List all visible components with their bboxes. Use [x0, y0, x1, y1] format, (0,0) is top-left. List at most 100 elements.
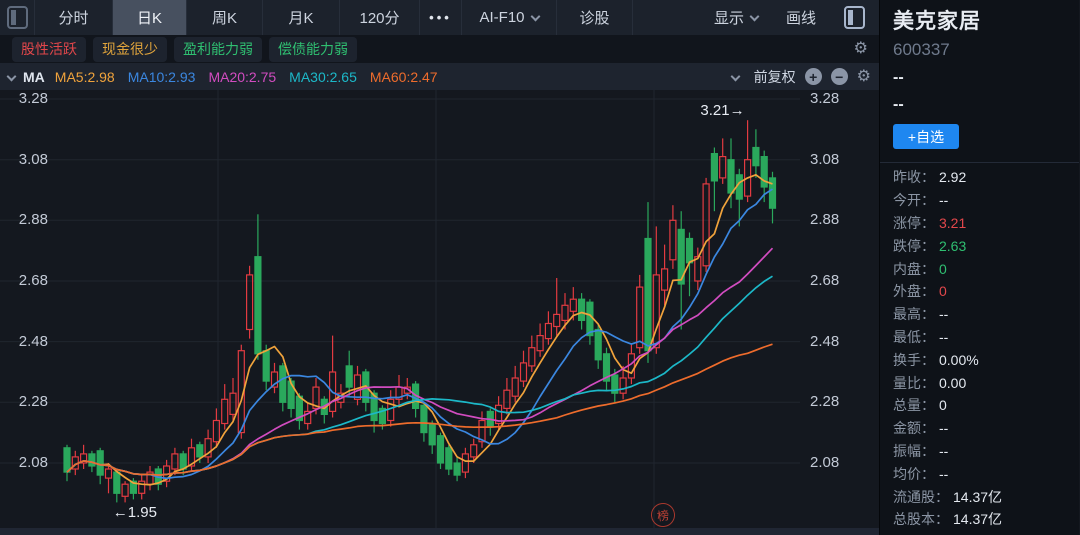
candle	[461, 453, 469, 473]
candle	[312, 386, 320, 410]
stat-label: 今开：	[893, 192, 935, 209]
tab-AI-F10[interactable]: AI-F10	[462, 0, 557, 35]
stat-row: 金额： --	[893, 417, 1073, 440]
toolbar-label: 画线	[785, 10, 816, 27]
stat-value: 14.37亿	[953, 488, 1003, 505]
candle	[702, 183, 710, 267]
stat-label: 金额：	[893, 420, 935, 437]
candle	[594, 328, 602, 361]
stat-row: 最高： --	[893, 303, 1073, 326]
kline-chart[interactable]: 3.28 3.28 3.08 3.08 2.88 2.88 2.68 2.68 2.48 2.48…	[0, 90, 880, 529]
stock-tag[interactable]: 现金很少	[93, 36, 167, 62]
tab-周K[interactable]: 周K	[187, 0, 263, 35]
ma-line-ma5	[66, 173, 773, 486]
stock-tag[interactable]: 股性活跃	[12, 36, 86, 62]
stat-row: 均价： --	[893, 462, 1073, 485]
tab-日K[interactable]: 日K	[113, 0, 187, 35]
y-axis-label: 2.88	[810, 211, 840, 229]
stat-row: 振幅： --	[893, 440, 1073, 463]
panel-left-icon	[844, 6, 865, 29]
ma-line-ma30	[66, 275, 773, 476]
toolbar-画线[interactable]: 画线	[772, 0, 830, 35]
stat-row: 总量： 0	[893, 394, 1073, 417]
stat-value: 0.00	[939, 374, 967, 391]
y-axis-label: 2.68	[18, 272, 48, 289]
stat-value: 3.21	[939, 214, 967, 231]
stat-value: 2.63	[939, 237, 967, 254]
stock-code: 600337	[893, 40, 950, 59]
stat-value: --	[939, 465, 949, 482]
chevron-down-icon[interactable]	[6, 71, 17, 82]
candle	[760, 155, 768, 188]
candle	[710, 152, 719, 182]
candle	[636, 286, 644, 349]
candle	[171, 453, 179, 470]
tags-settings-gear-icon[interactable]: ⚙	[853, 40, 868, 57]
tabbar-spacer	[633, 0, 700, 35]
tab-月K[interactable]: 月K	[263, 0, 340, 35]
stat-row: 跌停： 2.63	[893, 234, 1073, 257]
candle	[179, 453, 187, 470]
stat-value: 0	[939, 260, 947, 277]
chart-bottom-strip	[0, 528, 879, 535]
add-watchlist-button[interactable]: +自选	[893, 124, 959, 149]
candle	[528, 347, 536, 367]
tab-诊股[interactable]: 诊股	[557, 0, 633, 35]
candle	[96, 450, 104, 476]
adjust-mode-label[interactable]: 前复权	[753, 68, 796, 85]
gridlines	[0, 90, 800, 528]
candle	[204, 438, 212, 458]
stat-value: --	[939, 328, 949, 345]
stat-row: 最低： --	[893, 326, 1073, 349]
ma-value-label: MA60:2.47	[369, 68, 438, 85]
tab-label: 诊股	[579, 10, 610, 27]
candle	[113, 471, 121, 494]
candle	[544, 322, 553, 340]
y-axis-label: 3.08	[18, 150, 48, 168]
stock-tag[interactable]: 偿债能力弱	[269, 36, 357, 62]
stock-tag[interactable]: 盈利能力弱	[174, 36, 262, 62]
candle	[304, 410, 312, 425]
chevron-down-icon[interactable]	[730, 71, 741, 82]
candle	[229, 392, 237, 416]
indicator-settings-gear-icon[interactable]: ⚙	[856, 67, 871, 85]
tab-label: •••	[429, 10, 452, 25]
ma-lines-layer	[66, 173, 774, 486]
candle	[262, 350, 270, 382]
y-axis-label: 3.28	[18, 90, 48, 107]
stat-label: 流通股：	[893, 488, 949, 505]
candle	[619, 377, 627, 394]
stat-value: 2.92	[939, 169, 967, 186]
layout-toggle-button[interactable]	[830, 0, 879, 35]
stat-row: 昨收： 2.92	[893, 166, 1073, 189]
y-axis-label: 2.48	[18, 332, 48, 350]
candle	[221, 398, 229, 425]
sidebar-toggle-button[interactable]	[0, 0, 35, 35]
tab-more[interactable]: •••	[420, 0, 462, 35]
tab-分时[interactable]: 分时	[35, 0, 113, 35]
candle	[129, 480, 137, 494]
quote-stats-list: 昨收： 2.92 今开： -- 涨停： 3.21 跌停： 2.63 内盘： 0 外盘： 0 最高： -- 最…	[893, 166, 1073, 531]
stat-row: 涨停： 3.21	[893, 212, 1073, 235]
stat-row: 量比： 0.00	[893, 371, 1073, 394]
candle	[378, 407, 386, 425]
tab-120分[interactable]: 120分	[340, 0, 420, 35]
zoom-in-button[interactable]: +	[804, 68, 822, 85]
kline-canvas[interactable]	[0, 90, 880, 528]
stat-row: 今开： --	[893, 189, 1073, 212]
y-axis-label: 2.68	[810, 272, 840, 289]
candle	[586, 301, 594, 337]
stat-label: 量比：	[893, 374, 935, 391]
stat-label: 昨收：	[893, 169, 935, 186]
zoom-out-button[interactable]: −	[830, 68, 848, 85]
toolbar-显示[interactable]: 显示	[700, 0, 772, 35]
period-tabbar: 分时 日K 周K 月K 120分 ••• AI-F10 诊股 显示 画线	[0, 0, 879, 35]
stat-value: --	[939, 306, 949, 323]
candle	[511, 377, 519, 397]
stat-label: 换手：	[893, 351, 935, 368]
candle	[196, 444, 204, 458]
candle	[752, 146, 760, 167]
current-change: --	[893, 96, 904, 113]
quote-panel: 美克家居 600337 -- -- +自选 昨收： 2.92 今开： -- 涨停： 3.2…	[880, 0, 1079, 535]
indicator-group-label[interactable]: MA	[23, 68, 45, 85]
